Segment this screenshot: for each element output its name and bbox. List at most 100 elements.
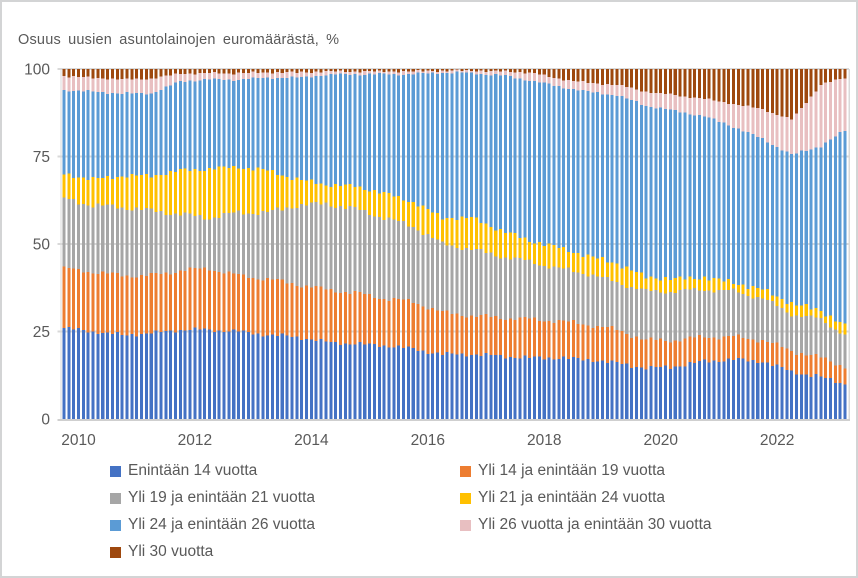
bar-segment[interactable] [547,243,551,269]
bar-segment[interactable] [644,69,648,92]
bar-segment[interactable] [654,108,658,279]
bar-segment[interactable] [62,89,66,175]
bar-segment[interactable] [499,354,503,419]
bar-segment[interactable] [135,207,139,278]
bar-segment[interactable] [533,80,537,244]
bar-segment[interactable] [397,72,401,76]
bar-segment[interactable] [596,325,600,362]
bar-segment[interactable] [693,69,697,98]
bar-segment[interactable] [707,362,711,419]
bar-segment[interactable] [285,335,289,419]
bar-segment[interactable] [275,78,279,176]
bar-segment[interactable] [91,273,95,332]
bar-segment[interactable] [761,108,765,139]
bar-segment[interactable] [110,334,114,419]
bar-segment[interactable] [518,69,522,72]
bar-segment[interactable] [499,75,503,229]
bar-segment[interactable] [348,69,352,72]
bar-segment[interactable] [615,84,619,97]
bar-segment[interactable] [707,338,711,363]
bar-segment[interactable] [159,331,163,419]
bar-segment[interactable] [358,210,362,293]
bar-segment[interactable] [334,71,338,75]
bar-segment[interactable] [232,69,236,75]
bar-segment[interactable] [101,205,105,272]
bar-segment[interactable] [135,93,139,176]
bar-segment[interactable] [144,94,148,174]
bar-segment[interactable] [324,75,328,186]
bar-segment[interactable] [799,107,803,151]
bar-segment[interactable] [338,70,343,74]
bar-segment[interactable] [644,106,648,279]
bar-segment[interactable] [314,340,318,419]
bar-segment[interactable] [702,276,706,291]
bar-segment[interactable] [625,287,629,335]
bar-segment[interactable] [576,253,580,273]
bar-segment[interactable] [736,69,740,105]
bar-segment[interactable] [494,256,498,316]
bar-segment[interactable] [91,78,95,92]
bar-segment[interactable] [479,249,483,315]
bar-segment[interactable] [188,213,192,268]
bar-segment[interactable] [513,72,517,79]
bar-segment[interactable] [489,226,493,253]
bar-segment[interactable] [790,351,794,371]
bar-segment[interactable] [135,336,139,419]
bar-segment[interactable] [435,212,440,240]
bar-segment[interactable] [173,213,178,273]
bar-segment[interactable] [761,289,765,299]
bar-segment[interactable] [382,71,386,74]
bar-segment[interactable] [115,208,119,274]
bar-segment[interactable] [639,91,643,105]
bar-segment[interactable] [562,246,566,269]
bar-segment[interactable] [489,70,493,76]
bar-segment[interactable] [795,354,799,375]
bar-segment[interactable] [790,370,794,419]
bar-segment[interactable] [761,69,765,109]
bar-segment[interactable] [358,292,362,342]
bar-segment[interactable] [164,69,168,76]
bar-segment[interactable] [314,69,318,72]
bar-segment[interactable] [668,280,672,292]
bar-segment[interactable] [135,69,139,79]
bar-segment[interactable] [586,254,590,277]
bar-segment[interactable] [125,78,129,93]
bar-segment[interactable] [309,202,313,288]
bar-segment[interactable] [358,75,362,187]
bar-segment[interactable] [368,293,372,344]
bar-segment[interactable] [591,82,595,93]
bar-segment[interactable] [101,177,105,206]
bar-segment[interactable] [484,69,488,72]
bar-segment[interactable] [382,220,386,300]
bar-segment[interactable] [251,170,255,214]
bar-segment[interactable] [81,91,85,178]
bar-segment[interactable] [397,195,401,222]
bar-segment[interactable] [62,328,66,419]
bar-segment[interactable] [314,201,318,286]
bar-segment[interactable] [780,347,784,368]
bar-segment[interactable] [659,92,663,108]
bar-segment[interactable] [513,357,517,419]
bar-segment[interactable] [562,88,566,247]
bar-segment[interactable] [319,76,323,184]
bar-segment[interactable] [280,78,284,176]
bar-segment[interactable] [72,69,76,76]
bar-segment[interactable] [304,180,309,206]
bar-segment[interactable] [518,257,522,318]
bar-segment[interactable] [91,69,95,79]
bar-segment[interactable] [207,329,212,419]
bar-segment[interactable] [154,330,158,419]
bar-segment[interactable] [455,354,459,419]
bar-segment[interactable] [304,285,309,339]
bar-segment[interactable] [144,207,148,276]
bar-segment[interactable] [566,69,571,81]
bar-segment[interactable] [722,281,726,290]
bar-segment[interactable] [591,274,595,329]
bar-segment[interactable] [814,353,818,375]
bar-segment[interactable] [421,205,425,235]
bar-segment[interactable] [135,78,139,94]
bar-segment[interactable] [537,356,541,419]
bar-segment[interactable] [140,333,144,419]
bar-segment[interactable] [353,69,357,72]
bar-segment[interactable] [712,337,716,361]
